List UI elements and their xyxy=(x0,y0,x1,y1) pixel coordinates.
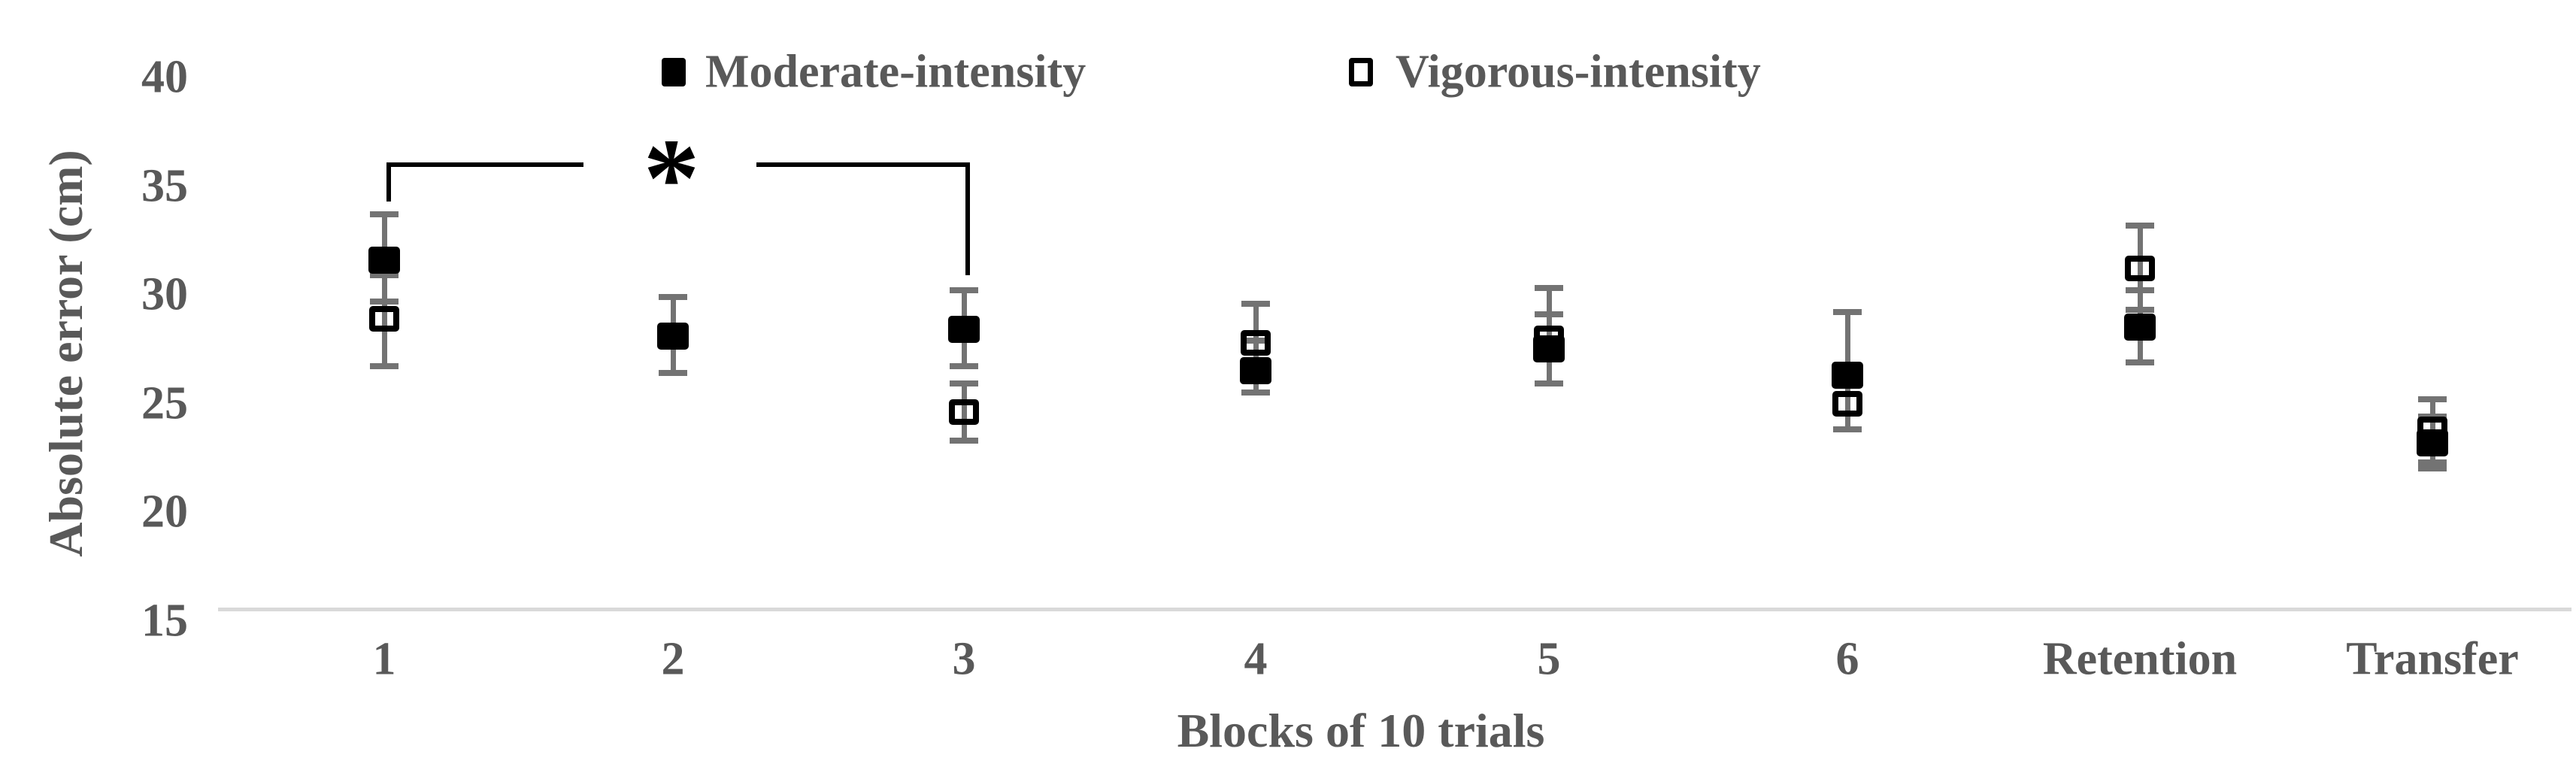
marker-moderate-block-6 xyxy=(1832,361,1863,389)
significance-bracket-right-vertical xyxy=(965,162,970,275)
y-tick-label-15: 15 xyxy=(141,595,188,646)
error-cap-bottom-vigorous-block-transfer xyxy=(2418,459,2447,465)
x-tick-label-5: 5 xyxy=(1537,633,1561,685)
error-cap-bottom-moderate-block-transfer xyxy=(2418,465,2447,472)
marker-moderate-block-2 xyxy=(657,322,689,350)
x-tick-label-6: 6 xyxy=(1835,633,1859,685)
marker-moderate-block-4 xyxy=(1240,357,1271,385)
error-cap-top-vigorous-block-1 xyxy=(370,271,399,278)
error-cap-bottom-vigorous-block-5 xyxy=(1535,380,1563,387)
y-tick-label-25: 25 xyxy=(141,377,188,429)
x-axis-line xyxy=(218,608,2571,611)
error-bar-vigorous-block-6 xyxy=(1845,383,1850,430)
error-cap-top-moderate-block-2 xyxy=(659,293,687,300)
error-cap-top-moderate-block-1 xyxy=(370,211,399,218)
x-tick-label-1: 1 xyxy=(372,633,396,685)
error-cap-bottom-vigorous-block-retention xyxy=(2126,307,2154,314)
error-cap-bottom-moderate-block-2 xyxy=(659,370,687,377)
marker-moderate-block-transfer xyxy=(2417,429,2448,456)
significance-bracket-left-horizontal xyxy=(386,162,583,167)
significance-asterisk: * xyxy=(643,116,700,241)
error-cap-top-vigorous-block-5 xyxy=(1535,285,1563,292)
error-cap-top-moderate-block-3 xyxy=(950,287,978,294)
x-tick-label-transfer: Transfer xyxy=(2346,633,2519,685)
error-cap-top-vigorous-block-transfer xyxy=(2418,396,2447,402)
error-cap-bottom-moderate-block-retention xyxy=(2126,359,2154,365)
y-tick-label-20: 20 xyxy=(141,486,188,538)
error-cap-bottom-vigorous-block-3 xyxy=(950,437,978,444)
error-cap-bottom-vigorous-block-6 xyxy=(1833,426,1862,433)
y-tick-label-40: 40 xyxy=(141,51,188,103)
error-cap-top-vigorous-block-4 xyxy=(1241,300,1270,307)
significance-bracket-left-vertical xyxy=(386,162,391,202)
marker-moderate-block-1 xyxy=(368,246,400,274)
x-tick-label-2: 2 xyxy=(661,633,685,685)
y-tick-label-30: 30 xyxy=(141,268,188,320)
marker-vigorous-block-1 xyxy=(369,305,399,332)
marker-moderate-block-3 xyxy=(948,316,980,344)
x-tick-label-retention: Retention xyxy=(2042,633,2238,685)
y-axis-title: Absolute error (cm) xyxy=(39,150,92,557)
error-cap-bottom-moderate-block-3 xyxy=(950,363,978,370)
error-cap-top-vigorous-block-3 xyxy=(950,380,978,387)
legend-label-moderate: Moderate-intensity xyxy=(705,46,1086,98)
error-cap-top-moderate-block-6 xyxy=(1833,309,1862,316)
y-tick-label-35: 35 xyxy=(141,160,188,211)
error-bar-vigorous-block-1 xyxy=(382,274,387,367)
marker-vigorous-block-4 xyxy=(1241,329,1271,356)
marker-vigorous-block-retention xyxy=(2125,256,2155,282)
marker-vigorous-block-3 xyxy=(949,399,979,426)
marker-vigorous-block-6 xyxy=(1832,390,1862,417)
x-axis-title: Blocks of 10 trials xyxy=(1177,704,1545,757)
error-bar-vigorous-block-3 xyxy=(962,383,967,441)
x-tick-label-4: 4 xyxy=(1244,633,1268,685)
marker-moderate-block-retention xyxy=(2124,314,2156,341)
error-cap-top-vigorous-block-retention xyxy=(2126,222,2154,229)
error-cap-bottom-vigorous-block-1 xyxy=(370,363,399,370)
legend-marker-moderate-filled-square-icon xyxy=(662,58,686,86)
error-cap-bottom-moderate-block-4 xyxy=(1241,390,1270,396)
significance-bracket-right-horizontal xyxy=(756,162,970,167)
error-bar-vigorous-block-retention xyxy=(2138,225,2143,311)
legend-marker-vigorous-open-square-icon xyxy=(1349,58,1373,86)
x-tick-label-3: 3 xyxy=(952,633,976,685)
marker-moderate-block-5 xyxy=(1533,335,1565,363)
error-bar-vigorous-block-4 xyxy=(1253,303,1259,380)
legend-label-vigorous: Vigorous-intensity xyxy=(1396,46,1761,98)
